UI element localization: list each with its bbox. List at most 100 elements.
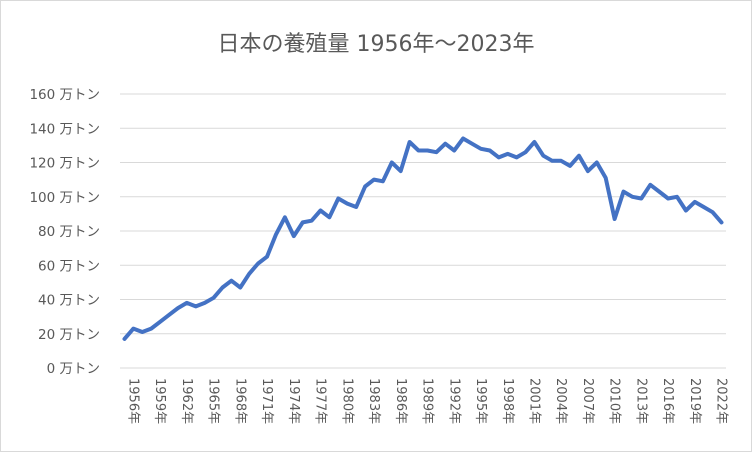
data-point	[461, 137, 465, 141]
data-point	[559, 159, 563, 163]
chart-title: 日本の養殖量 1956年～2023年	[217, 32, 535, 57]
data-point	[381, 179, 385, 183]
x-tick-label: 1992年	[446, 378, 461, 424]
data-point	[639, 196, 643, 200]
data-point	[247, 272, 251, 276]
y-tick-label: 160 万トン	[29, 87, 100, 103]
data-point	[497, 155, 501, 159]
data-point	[238, 286, 242, 290]
data-point	[657, 190, 661, 194]
data-point	[666, 196, 670, 200]
data-point	[684, 208, 688, 212]
data-point	[283, 215, 287, 219]
x-tick-label: 1998年	[500, 378, 515, 424]
x-tick-label: 2016年	[660, 378, 675, 424]
x-tick-label: 2010年	[607, 378, 622, 424]
x-tick-label: 2019年	[687, 378, 702, 424]
data-point	[613, 217, 617, 221]
data-point	[158, 320, 162, 324]
data-point	[336, 196, 340, 200]
data-point	[167, 313, 171, 317]
data-point	[149, 327, 153, 331]
x-tick-label: 1974年	[286, 378, 301, 424]
data-point	[630, 195, 634, 199]
y-tick-label: 120 万トン	[29, 156, 100, 172]
data-point	[194, 304, 198, 308]
data-point	[488, 149, 492, 153]
data-point	[265, 255, 269, 259]
data-point	[515, 155, 519, 159]
data-point	[470, 142, 474, 146]
data-point	[327, 215, 331, 219]
x-tick-label: 1971年	[259, 378, 274, 424]
y-tick-label: 100 万トン	[29, 190, 100, 206]
x-tick-label: 1989年	[420, 378, 435, 424]
x-tick-label: 1980年	[339, 378, 354, 424]
data-point	[354, 205, 358, 209]
x-tick-label: 1956年	[125, 378, 140, 424]
data-point	[434, 150, 438, 154]
x-tick-label: 1995年	[473, 378, 488, 424]
data-point	[693, 200, 697, 204]
y-tick-label: 80 万トン	[38, 224, 100, 240]
data-point	[550, 159, 554, 163]
data-point	[675, 195, 679, 199]
data-point	[568, 164, 572, 168]
series-line	[122, 136, 724, 341]
y-tick-label: 0 万トン	[47, 361, 100, 377]
data-point	[390, 161, 394, 164]
x-tick-label: 2013年	[633, 378, 648, 424]
data-point	[399, 169, 403, 173]
data-point	[541, 154, 545, 158]
data-point	[532, 140, 536, 144]
data-point	[292, 234, 296, 238]
x-tick-label: 1959年	[152, 378, 167, 424]
data-point	[301, 220, 305, 224]
data-point	[122, 337, 126, 341]
data-point	[372, 178, 376, 182]
data-point	[212, 296, 216, 300]
data-point	[711, 210, 715, 214]
y-tick-label: 40 万トン	[38, 293, 100, 309]
data-point	[479, 147, 483, 151]
x-tick-label: 1968年	[232, 378, 247, 424]
x-tick-label: 2022年	[714, 378, 729, 424]
data-point	[417, 149, 421, 153]
data-point	[274, 232, 278, 236]
x-tick-label: 2001年	[526, 378, 541, 424]
data-point	[176, 306, 180, 310]
data-point	[586, 169, 590, 173]
data-point	[604, 176, 608, 180]
data-point	[310, 219, 314, 223]
data-point	[363, 184, 367, 188]
x-tick-label: 1962年	[179, 378, 194, 424]
data-point	[140, 330, 144, 334]
data-point	[506, 152, 510, 156]
data-point	[648, 183, 652, 187]
data-point	[229, 279, 233, 283]
data-point	[702, 205, 706, 209]
y-tick-label: 140 万トン	[29, 121, 100, 137]
data-point	[577, 154, 581, 158]
data-point	[131, 327, 135, 331]
data-point	[595, 161, 599, 164]
y-tick-label: 60 万トン	[38, 258, 100, 274]
data-point	[220, 286, 224, 290]
x-tick-label: 1983年	[366, 378, 381, 424]
y-tick-label: 20 万トン	[38, 327, 100, 343]
data-point	[720, 220, 724, 224]
data-point	[408, 140, 412, 144]
x-tick-label: 1986年	[393, 378, 408, 424]
data-point	[203, 301, 207, 305]
data-point	[523, 150, 527, 154]
data-point	[425, 149, 429, 153]
x-tick-label: 1977年	[313, 378, 328, 424]
x-tick-label: 1965年	[206, 378, 221, 424]
data-point	[345, 202, 349, 206]
data-point	[622, 190, 626, 194]
x-tick-label: 2004年	[553, 378, 568, 424]
data-point	[185, 301, 189, 305]
x-tick-label: 2007年	[580, 378, 595, 424]
